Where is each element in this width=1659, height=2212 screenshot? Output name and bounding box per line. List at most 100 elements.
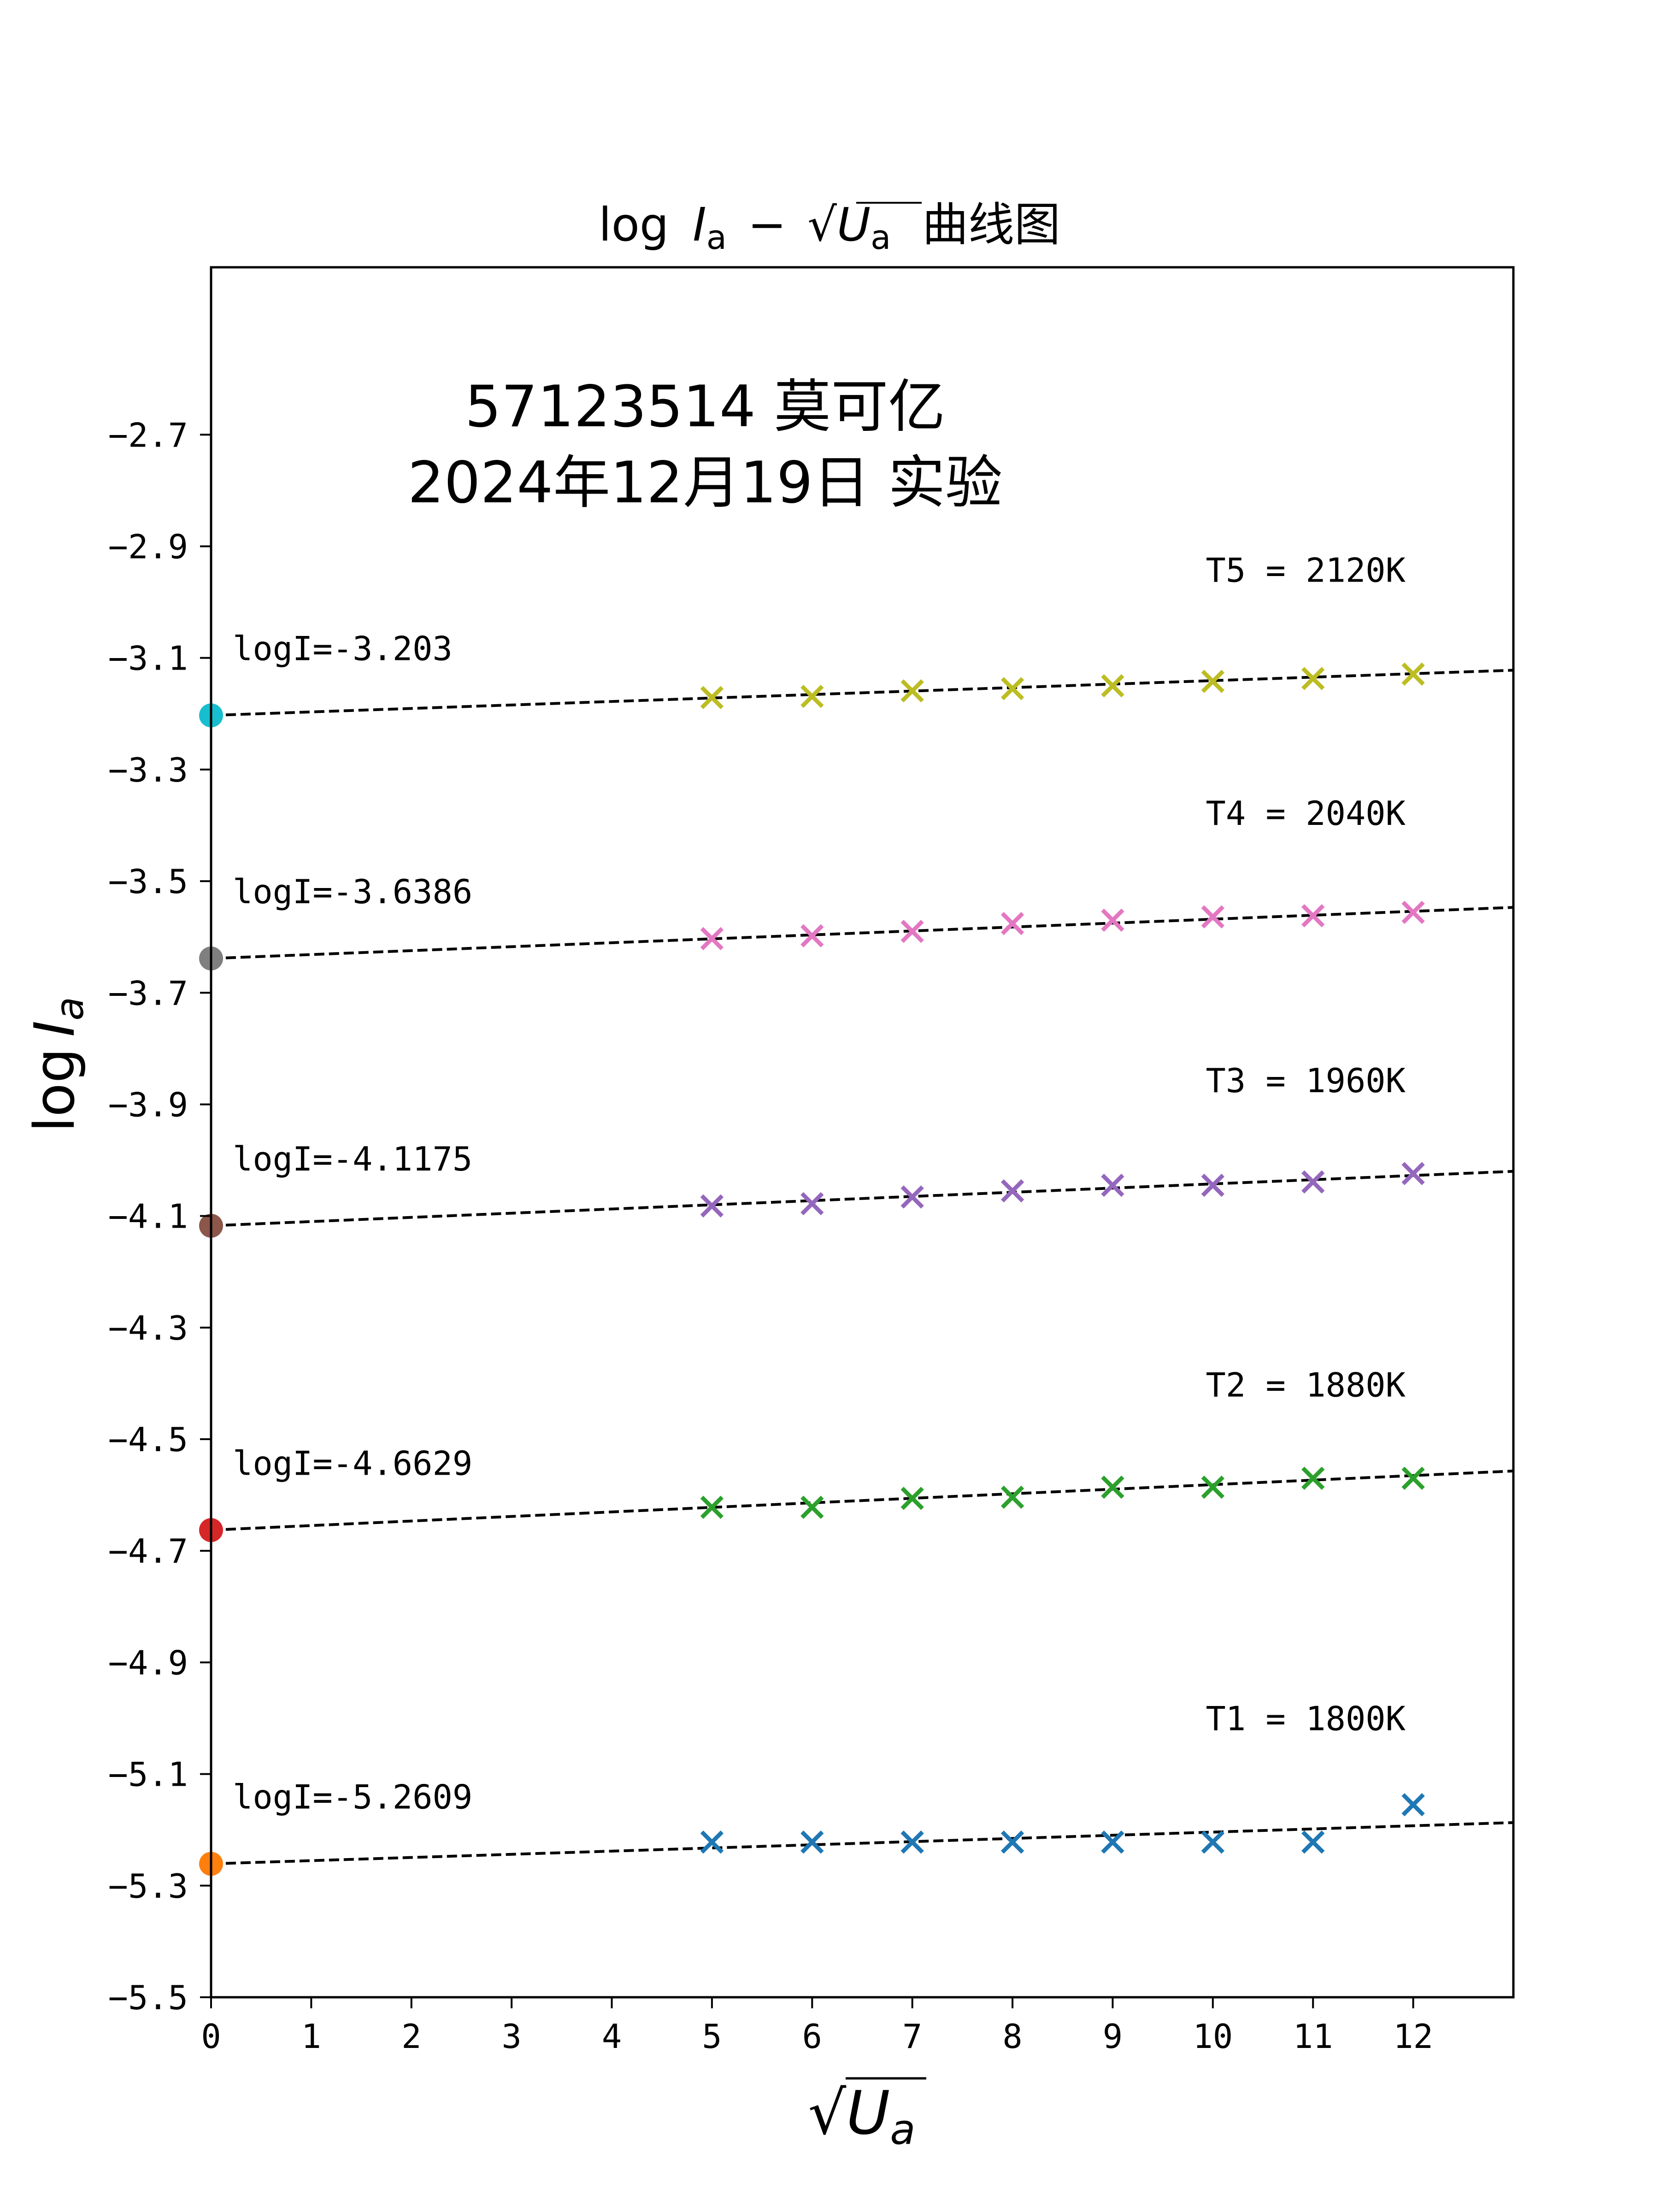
marker-stroke bbox=[1401, 662, 1425, 686]
marker-stroke bbox=[800, 924, 824, 947]
intercept-label: logI=-3.203 bbox=[233, 629, 453, 668]
data-point bbox=[1101, 1830, 1124, 1854]
x-tick-label: 9 bbox=[1103, 2017, 1123, 2056]
data-point bbox=[800, 1830, 824, 1854]
marker-stroke bbox=[700, 1194, 724, 1218]
marker-stroke bbox=[1401, 1466, 1425, 1490]
fit-line bbox=[211, 669, 1514, 717]
annotation-line2: 2024年12月19日 实验 bbox=[408, 450, 1003, 516]
marker-stroke bbox=[1201, 1475, 1225, 1499]
fit-line bbox=[211, 1470, 1514, 1532]
data-point bbox=[900, 679, 924, 703]
y-tick-label: −3.5 bbox=[108, 862, 188, 901]
fit-lines bbox=[211, 669, 1514, 1865]
x-tick-label: 5 bbox=[702, 2017, 722, 2056]
data-point bbox=[1301, 1830, 1325, 1854]
marker-stroke bbox=[1301, 1466, 1325, 1490]
marker-stroke bbox=[900, 1830, 924, 1854]
data-point bbox=[1201, 1830, 1225, 1854]
marker-stroke bbox=[1401, 1162, 1425, 1185]
data-point bbox=[1000, 912, 1024, 935]
x-tick-label: 0 bbox=[201, 2017, 221, 2056]
data-point bbox=[700, 1194, 724, 1218]
data-point bbox=[1201, 670, 1225, 693]
data-point bbox=[1000, 1179, 1024, 1203]
data-point bbox=[900, 1185, 924, 1209]
data-point bbox=[800, 1192, 824, 1216]
x-tick-label: 8 bbox=[1002, 2017, 1022, 2056]
y-tick-label: −4.9 bbox=[108, 1643, 188, 1682]
y-tick-label: −5.1 bbox=[108, 1755, 188, 1794]
series-temperature-label: T3 = 1960K bbox=[1206, 1061, 1406, 1100]
marker-stroke bbox=[1201, 670, 1225, 693]
y-tick-label: −3.9 bbox=[108, 1085, 188, 1124]
marker-stroke bbox=[1101, 908, 1124, 932]
data-point bbox=[1000, 1830, 1024, 1854]
data-point bbox=[1401, 1162, 1425, 1185]
x-tick-label: 6 bbox=[802, 2017, 822, 2056]
marker-stroke bbox=[800, 1192, 824, 1216]
chart-title: log Ia − √Ua 曲线图 bbox=[599, 198, 1060, 260]
series-temperature-label: T2 = 1880K bbox=[1206, 1365, 1406, 1404]
marker-stroke bbox=[1000, 1830, 1024, 1854]
marker-stroke bbox=[900, 679, 924, 703]
data-point bbox=[800, 924, 824, 947]
x-tick-label: 1 bbox=[301, 2017, 321, 2056]
data-point bbox=[1301, 1170, 1325, 1194]
marker-stroke bbox=[1000, 1179, 1024, 1203]
x-tick-label: 2 bbox=[401, 2017, 421, 2056]
data-point bbox=[1401, 900, 1425, 924]
data-point bbox=[1000, 677, 1024, 700]
marker-stroke bbox=[700, 686, 724, 709]
data-markers bbox=[700, 662, 1425, 1854]
data-point bbox=[1301, 667, 1325, 690]
data-point bbox=[1000, 1485, 1024, 1509]
data-point bbox=[1401, 662, 1425, 686]
data-point bbox=[700, 1495, 724, 1519]
fit-line bbox=[211, 1170, 1514, 1227]
y-tick-label: −3.3 bbox=[108, 751, 188, 789]
y-tick-label: −2.9 bbox=[108, 527, 188, 566]
data-point bbox=[900, 1487, 924, 1510]
marker-stroke bbox=[1201, 1173, 1225, 1197]
marker-stroke bbox=[1301, 1170, 1325, 1194]
fit-line bbox=[211, 906, 1514, 960]
data-point bbox=[1101, 908, 1124, 932]
y-tick-label: −4.5 bbox=[108, 1420, 188, 1459]
marker-stroke bbox=[1401, 900, 1425, 924]
series-temperature-label: T4 = 2040K bbox=[1206, 794, 1406, 833]
marker-stroke bbox=[1301, 667, 1325, 690]
series-temperature-label: T1 = 1800K bbox=[1206, 1699, 1406, 1738]
data-point bbox=[1101, 1173, 1124, 1197]
intercept-label: logI=-3.6386 bbox=[233, 872, 472, 911]
intercept-label: logI=-4.6629 bbox=[233, 1444, 472, 1483]
marker-stroke bbox=[1000, 677, 1024, 700]
data-point bbox=[1401, 1466, 1425, 1490]
marker-stroke bbox=[700, 1495, 724, 1519]
marker-stroke bbox=[700, 1830, 724, 1854]
x-tick-label: 10 bbox=[1193, 2017, 1233, 2056]
y-axis-ticks: −2.7 −2.9 −3.1 −3.3 −3.5 −3.7 −3.9 −4.1 −4.3 −4.5… bbox=[108, 416, 211, 2017]
x-tick-label: 11 bbox=[1293, 2017, 1333, 2056]
y-tick-label: −3.7 bbox=[108, 974, 188, 1012]
intercept-label: logI=-4.1175 bbox=[233, 1140, 472, 1178]
marker-stroke bbox=[700, 927, 724, 950]
marker-stroke bbox=[1101, 674, 1124, 698]
marker-stroke bbox=[1101, 1173, 1124, 1197]
data-point bbox=[1301, 904, 1325, 928]
x-axis-label: √Ua bbox=[808, 2077, 926, 2154]
x-tick-label: 12 bbox=[1393, 2017, 1433, 2056]
marker-stroke bbox=[1201, 1830, 1225, 1854]
y-tick-label: −2.7 bbox=[108, 416, 188, 454]
x-tick-label: 7 bbox=[902, 2017, 922, 2056]
y-tick-label: −5.3 bbox=[108, 1867, 188, 1906]
data-point bbox=[1401, 1793, 1425, 1817]
data-point bbox=[1201, 1173, 1225, 1197]
y-tick-label: −4.3 bbox=[108, 1309, 188, 1347]
data-point bbox=[700, 927, 724, 950]
data-point bbox=[800, 685, 824, 708]
marker-stroke bbox=[1401, 1793, 1425, 1817]
y-tick-label: −5.5 bbox=[108, 1978, 188, 2017]
marker-stroke bbox=[1101, 1475, 1124, 1499]
